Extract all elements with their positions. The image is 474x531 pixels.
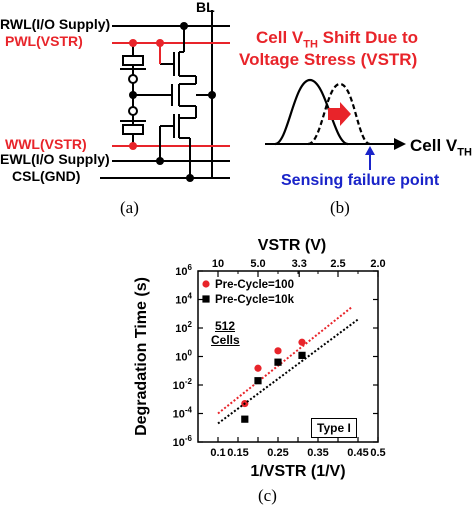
pwl-label: PWL(VSTR) [5,33,83,49]
rwl-label: RWL(I/O Supply) [0,16,111,32]
x-tick-label: 0.45 [347,447,368,459]
x-tick-label: 0.35 [307,447,328,459]
wwl-label: WWL(VSTR) [5,136,87,152]
y-tick-label: 104 [175,292,192,307]
data-point-series-1 [274,358,282,366]
x-tick-label: 0.5 [370,447,385,459]
y-tick-label: 102 [175,320,192,335]
x-tick-label: 0.1 [210,447,225,459]
y-tick-label: 10-6 [173,434,193,449]
vth-shift-title-line2: Voltage Stress (VSTR) [239,50,418,69]
caption-b: (b) [330,198,350,217]
y-tick-label: 100 [175,349,192,364]
x-tick-label: 0.25 [267,447,288,459]
legend-label: Pre-Cycle=10k [215,294,295,306]
y-tick-label: 10-2 [173,377,193,392]
data-point-series-0 [254,364,262,372]
ewl-label: EWL(I/O Supply) [0,151,110,167]
data-point-series-1 [298,351,306,359]
vth-shift-title-line1: Cell VTH Shift Due to [256,28,419,51]
x-axis-title: 1/VSTR (1/V) [250,463,345,480]
legend-marker [202,295,210,303]
caption-c: (c) [258,486,277,505]
caption-a: (a) [120,198,139,217]
data-point-series-0 [274,347,282,355]
fit-line-series-1 [217,318,359,425]
y-tick-label: 106 [175,263,192,278]
fit-line-series-0 [217,306,353,415]
vth-axis-label: Cell VTH [410,136,472,159]
vth-distribution-plot [265,78,406,170]
cells-count-label: 512 [215,319,236,333]
gain-cell-schematic [100,10,230,182]
data-point-series-0 [298,338,306,346]
legend-label: Pre-Cycle=100 [215,279,294,291]
legend-marker [202,280,210,288]
type-label: Type I [311,418,357,438]
data-point-series-1 [254,377,262,385]
data-point-series-1 [241,415,249,423]
top-axis-title: VSTR (V) [258,237,326,254]
y-tick-label: 10-4 [173,406,193,421]
top-tick-label: 5.0 [250,258,265,270]
top-tick-label: 3.3 [292,258,307,270]
top-tick-label: 2.5 [330,258,345,270]
sensing-failure-label: Sensing failure point [281,172,440,189]
top-tick-label: 10 [212,258,224,270]
cells-unit-label: Cells [211,333,240,347]
bitline-label: BL [196,0,215,15]
y-axis-title: Degradation Time (s) [133,277,150,436]
top-tick-label: 2.0 [370,258,385,270]
csl-label: CSL(GND) [12,168,81,184]
x-tick-label: 0.15 [227,447,248,459]
